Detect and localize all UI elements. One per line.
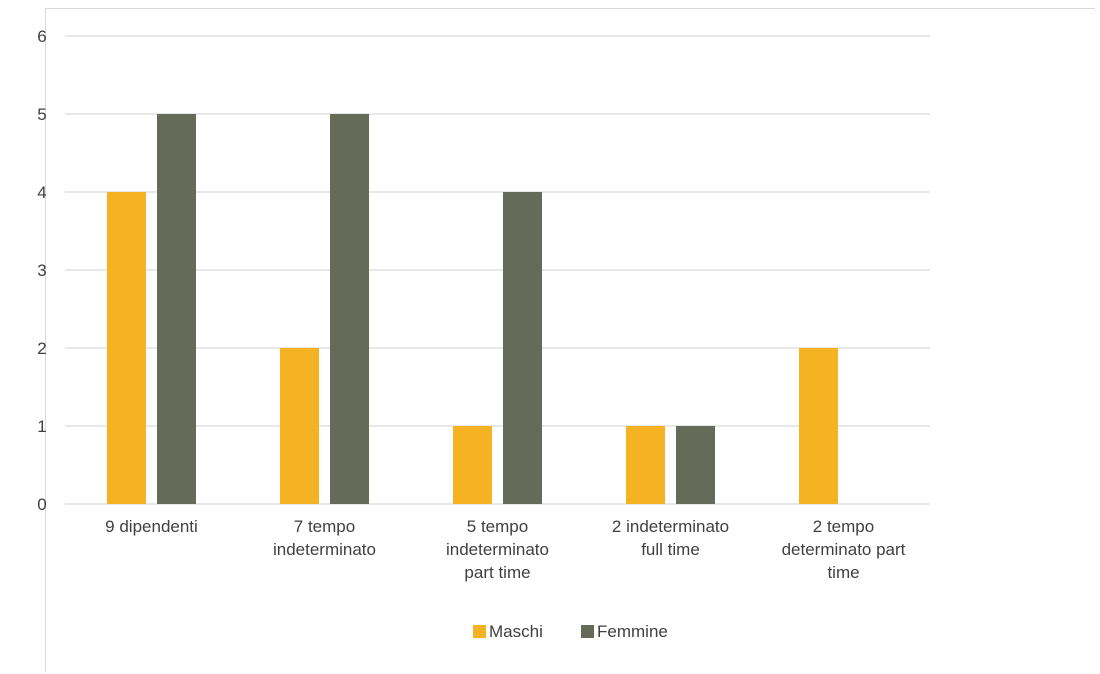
x-tick-label: indeterminato [446,540,549,559]
x-tick-label: part time [464,563,530,582]
x-tick-label: indeterminato [273,540,376,559]
gridlines [65,35,930,505]
bar-maschi [280,348,319,504]
x-tick-label: 2 tempo [813,517,874,536]
y-tick-label: 5 [37,105,46,124]
y-axis-ticks: 0 1 2 3 4 5 6 [37,27,46,514]
x-tick-label: determinato part [782,540,906,559]
legend-label-maschi: Maschi [489,622,543,641]
y-tick-label: 2 [37,339,46,358]
x-tick-label: full time [641,540,700,559]
y-tick-label: 1 [37,417,46,436]
bar-femmine [330,114,369,504]
bar-femmine [503,192,542,504]
bar-maschi [626,426,665,504]
x-axis-labels: 9 dipendenti 7 tempo indeterminato 5 tempo i… [105,517,905,582]
legend-swatch-maschi [473,625,486,638]
x-tick-label: 9 dipendenti [105,517,198,536]
legend-swatch-femmine [581,625,594,638]
chart-frame [45,8,1095,672]
y-tick-label: 6 [37,27,46,46]
bar-femmine [157,114,196,504]
legend-label-femmine: Femmine [597,622,668,641]
y-tick-label: 3 [37,261,46,280]
bar-maschi [453,426,492,504]
x-tick-label: 5 tempo [467,517,528,536]
bar-maschi [799,348,838,504]
bar-femmine [676,426,715,504]
bars [107,114,838,504]
x-tick-label: 7 tempo [294,517,355,536]
y-tick-label: 4 [37,183,46,202]
y-tick-label: 0 [37,495,46,514]
legend: Maschi Femmine [473,622,668,641]
x-tick-label: 2 indeterminato [612,517,729,536]
x-tick-label: time [827,563,859,582]
bar-maschi [107,192,146,504]
